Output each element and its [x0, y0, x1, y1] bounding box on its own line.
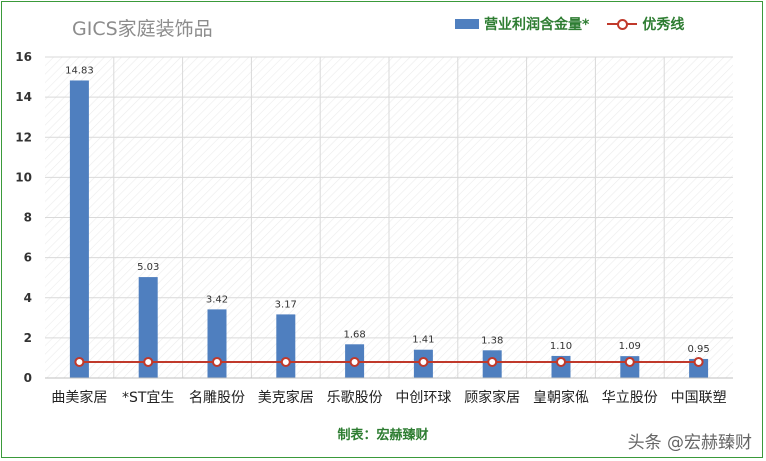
y-tick-label: 8 — [24, 211, 32, 225]
bar — [689, 358, 709, 378]
x-tick-label: 乐歌股份 — [327, 390, 383, 406]
y-tick-label: 10 — [15, 170, 32, 184]
bar — [207, 309, 227, 378]
y-tick-label: 12 — [15, 130, 32, 144]
bar-data-label: 1.38 — [481, 335, 503, 346]
bar-data-label: 0.95 — [687, 344, 709, 355]
bar-data-label: 3.17 — [275, 299, 297, 310]
watermark: 头条 @宏赫臻财 — [627, 433, 752, 453]
footer-credit: 制表：宏赫臻财 — [337, 428, 429, 443]
y-tick-label: 6 — [24, 251, 32, 265]
reference-line-marker — [487, 356, 498, 367]
x-tick-label: 中国联塑 — [671, 390, 727, 406]
legend-line-label: 优秀线 — [642, 17, 685, 33]
y-tick-label: 14 — [15, 90, 32, 104]
x-tick-label: 华立股份 — [602, 390, 658, 406]
x-tick-label: 中创环球 — [395, 390, 451, 406]
bar — [276, 314, 296, 378]
bar-data-label: 1.68 — [343, 329, 365, 340]
bar-data-label: 5.03 — [137, 262, 159, 273]
reference-line-marker — [418, 356, 429, 367]
x-tick-label: 名雕股份 — [189, 390, 245, 406]
bar-data-label: 3.42 — [206, 294, 228, 305]
x-tick-label: *ST宜生 — [122, 390, 174, 406]
bar-data-label: 14.83 — [65, 65, 94, 76]
reference-line-marker — [624, 356, 635, 367]
bar-data-label: 1.41 — [412, 335, 434, 346]
legend-bar-label: 营业利润含金量* — [484, 17, 590, 33]
legend: 营业利润含金量* 优秀线 — [455, 14, 684, 34]
reference-line-marker — [349, 356, 360, 367]
x-tick-label: 顾家家居 — [464, 389, 520, 406]
reference-line-marker — [556, 356, 566, 367]
chart-title: GICS家庭装饰品 — [72, 18, 213, 40]
y-tick-label: 0 — [24, 371, 32, 385]
reference-line-marker — [143, 356, 154, 367]
reference-line-marker — [280, 356, 291, 367]
y-tick-label: 16 — [15, 50, 32, 64]
reference-line-marker — [693, 356, 704, 367]
y-tick-label: 4 — [24, 291, 32, 305]
bar — [69, 80, 89, 379]
reference-line-marker — [74, 356, 85, 367]
y-tick-label: 2 — [24, 331, 32, 345]
bar-data-label: 1.09 — [619, 341, 641, 352]
legend-bar-swatch — [455, 19, 479, 29]
legend-line-swatch — [607, 18, 638, 30]
bar — [138, 277, 158, 378]
x-tick-label: 美克家居 — [258, 389, 314, 406]
reference-line-marker — [212, 356, 222, 367]
bar-data-label: 1.10 — [550, 341, 572, 352]
x-tick-label: 曲美家居 — [51, 389, 107, 406]
x-tick-label: 皇朝家俬 — [533, 389, 589, 406]
